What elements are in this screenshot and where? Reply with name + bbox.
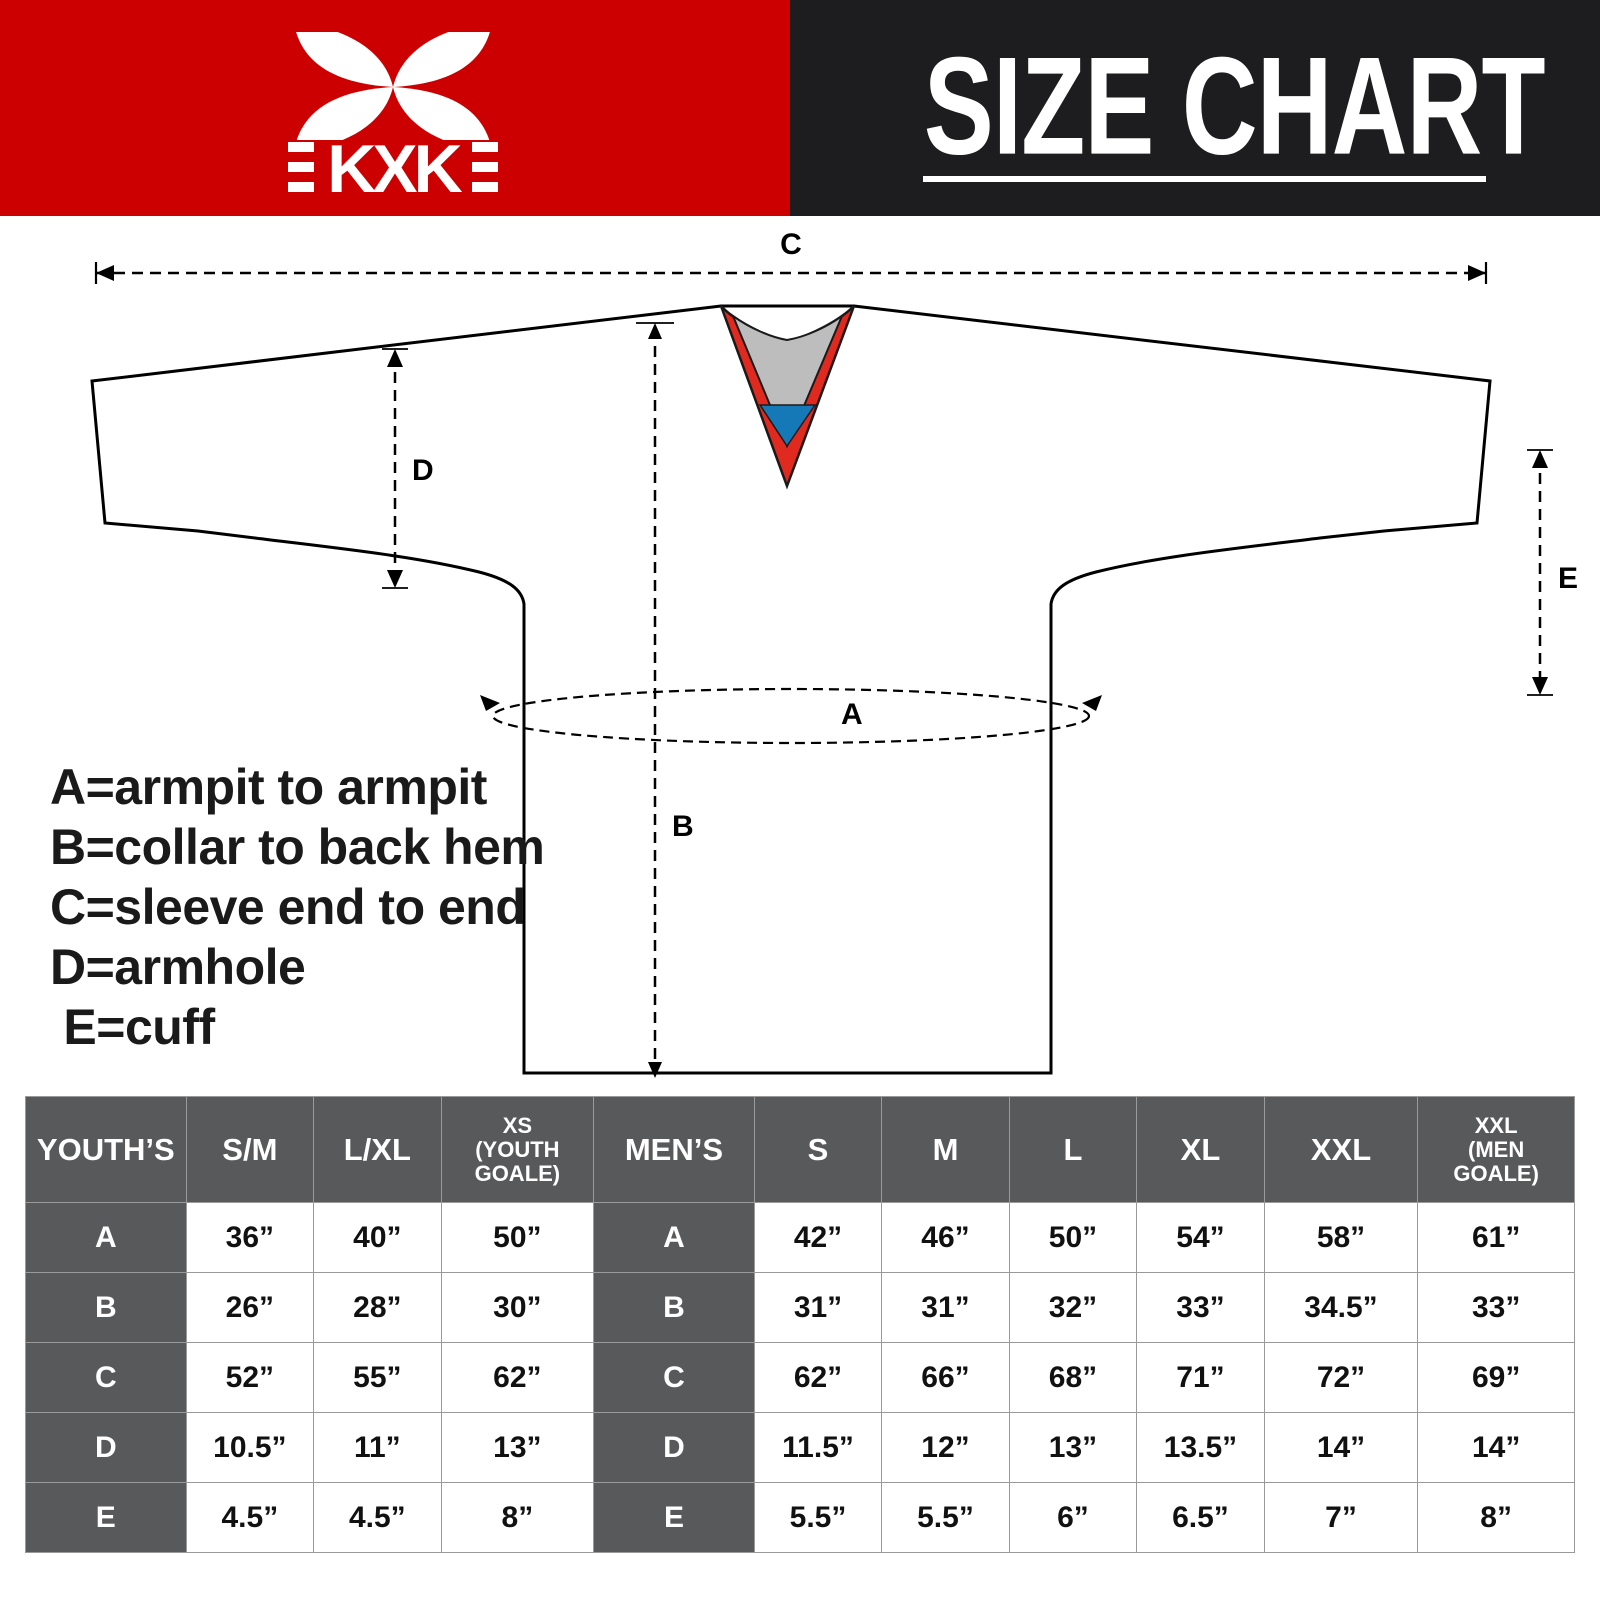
- svg-text:E: E: [1558, 562, 1578, 595]
- svg-text:B: B: [672, 810, 694, 843]
- svg-text:C: C: [780, 228, 802, 261]
- svg-text:D: D: [412, 454, 434, 487]
- svg-text:A: A: [841, 698, 863, 731]
